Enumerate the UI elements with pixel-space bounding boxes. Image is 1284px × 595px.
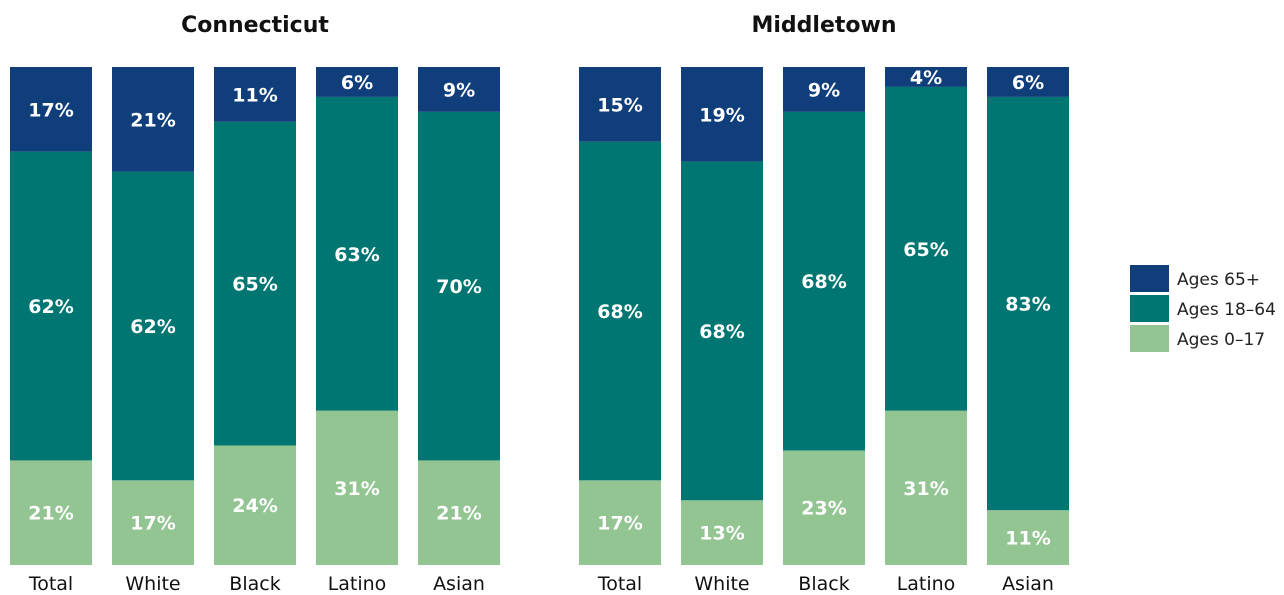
data-label: 24% bbox=[232, 495, 277, 517]
data-label: 21% bbox=[436, 503, 481, 525]
bar-segment-black-ages-18-64 bbox=[783, 111, 865, 451]
bar-segment-black-ages-65- bbox=[783, 67, 865, 112]
category-label: White bbox=[125, 573, 180, 595]
bar-segment-latino-ages-0-17 bbox=[885, 410, 967, 565]
data-label: 31% bbox=[334, 478, 379, 500]
bar-segment-white-ages-65- bbox=[681, 67, 763, 162]
data-label: 31% bbox=[903, 478, 948, 500]
category-label: Total bbox=[28, 573, 73, 595]
data-label: 6% bbox=[1012, 72, 1044, 94]
data-label: 21% bbox=[130, 109, 175, 131]
data-label: 15% bbox=[597, 94, 642, 116]
bar-segment-black-ages-65- bbox=[214, 67, 296, 122]
bar-segment-latino-ages-0-17 bbox=[316, 410, 398, 565]
data-label: 9% bbox=[808, 79, 840, 101]
data-label: 65% bbox=[903, 239, 948, 261]
data-label: 68% bbox=[699, 321, 744, 343]
bar-segment-total-ages-0-17 bbox=[579, 480, 661, 565]
bar-segment-asian-ages-65- bbox=[987, 67, 1069, 97]
data-label: 65% bbox=[232, 274, 277, 296]
bar-segment-asian-ages-18-64 bbox=[987, 96, 1069, 511]
bar-segment-latino-ages-65- bbox=[885, 67, 967, 87]
chart-panel-middletown: Middletown 17% 68% 15% Total 13% 68% 19% White 23… bbox=[579, 13, 1069, 595]
category-label: Latino bbox=[328, 573, 387, 595]
category-label: Black bbox=[229, 573, 280, 595]
panel-title: Connecticut bbox=[181, 13, 329, 38]
legend-swatch bbox=[1130, 295, 1169, 322]
data-label: 9% bbox=[443, 79, 475, 101]
bar-segment-asian-ages-65- bbox=[418, 67, 500, 112]
data-label: 17% bbox=[130, 513, 175, 535]
bar-segment-black-ages-0-17 bbox=[214, 445, 296, 565]
bar-segment-total-ages-0-17 bbox=[10, 460, 92, 565]
data-label: 17% bbox=[28, 99, 73, 121]
data-label: 6% bbox=[341, 72, 373, 94]
bar-segment-total-ages-18-64 bbox=[10, 151, 92, 461]
bar-segment-asian-ages-0-17 bbox=[987, 510, 1069, 565]
data-label: 13% bbox=[699, 523, 744, 545]
data-label: 70% bbox=[436, 276, 481, 298]
category-label: Latino bbox=[897, 573, 956, 595]
bar-segment-total-ages-65- bbox=[10, 67, 92, 152]
bar-segment-black-ages-18-64 bbox=[214, 121, 296, 446]
bar-segment-total-ages-65- bbox=[579, 67, 661, 142]
bar-segment-latino-ages-18-64 bbox=[885, 86, 967, 411]
category-label: Asian bbox=[1002, 573, 1054, 595]
data-label: 68% bbox=[801, 271, 846, 293]
data-label: 11% bbox=[232, 84, 277, 106]
bar-segment-asian-ages-18-64 bbox=[418, 111, 500, 461]
bar-segment-white-ages-0-17 bbox=[681, 500, 763, 565]
panel-title: Middletown bbox=[751, 13, 896, 38]
data-label: 21% bbox=[28, 503, 73, 525]
category-label: Black bbox=[798, 573, 849, 595]
data-label: 68% bbox=[597, 301, 642, 323]
bar-segment-latino-ages-65- bbox=[316, 67, 398, 97]
data-label: 63% bbox=[334, 244, 379, 266]
data-label: 23% bbox=[801, 498, 846, 520]
data-label: 19% bbox=[699, 104, 744, 126]
bar-segment-white-ages-18-64 bbox=[681, 161, 763, 501]
data-label: 62% bbox=[130, 316, 175, 338]
legend: Ages 65+ Ages 18–64 Ages 0–17 bbox=[1130, 265, 1276, 352]
legend-swatch bbox=[1130, 265, 1169, 292]
legend-label: Ages 18–64 bbox=[1177, 300, 1276, 320]
data-label: 11% bbox=[1005, 528, 1050, 550]
bar-segment-white-ages-65- bbox=[112, 67, 194, 172]
legend-swatch bbox=[1130, 325, 1169, 352]
data-label: 17% bbox=[597, 513, 642, 535]
bar-segment-white-ages-18-64 bbox=[112, 171, 194, 481]
data-label: 4% bbox=[910, 67, 942, 89]
category-label: Asian bbox=[433, 573, 485, 595]
legend-label: Ages 0–17 bbox=[1177, 330, 1265, 350]
legend-label: Ages 65+ bbox=[1177, 270, 1260, 290]
chart-panel-connecticut: Connecticut 21% 62% 17% Total 17% 62% 21% White 2… bbox=[10, 13, 500, 595]
bar-segment-total-ages-18-64 bbox=[579, 141, 661, 481]
data-label: 62% bbox=[28, 296, 73, 318]
bar-segment-asian-ages-0-17 bbox=[418, 460, 500, 565]
category-label: White bbox=[694, 573, 749, 595]
bar-segment-white-ages-0-17 bbox=[112, 480, 194, 565]
data-label: 83% bbox=[1005, 294, 1050, 316]
bar-segment-latino-ages-18-64 bbox=[316, 96, 398, 411]
bar-segment-black-ages-0-17 bbox=[783, 450, 865, 565]
category-label: Total bbox=[597, 573, 642, 595]
